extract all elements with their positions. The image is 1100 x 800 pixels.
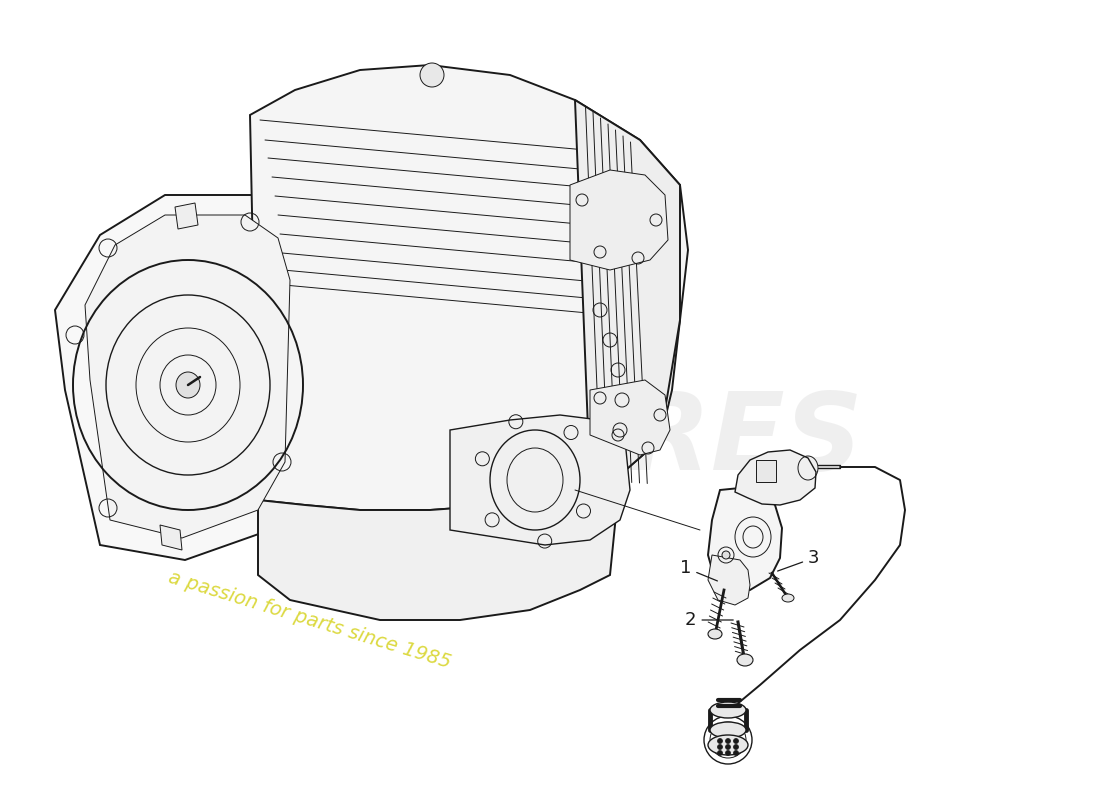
Circle shape <box>717 738 723 743</box>
Polygon shape <box>708 555 750 605</box>
Circle shape <box>726 745 730 750</box>
Ellipse shape <box>710 702 746 718</box>
Text: SPARES: SPARES <box>397 387 864 493</box>
Polygon shape <box>708 488 782 590</box>
Circle shape <box>717 750 723 755</box>
Text: 1: 1 <box>680 559 717 581</box>
Circle shape <box>726 738 730 743</box>
Ellipse shape <box>708 629 722 639</box>
Polygon shape <box>590 380 670 455</box>
Text: EUR: EUR <box>216 282 625 458</box>
Polygon shape <box>450 415 630 545</box>
Text: 2: 2 <box>685 611 734 629</box>
Polygon shape <box>55 195 310 560</box>
Ellipse shape <box>708 735 748 755</box>
Polygon shape <box>175 203 198 229</box>
Polygon shape <box>250 65 688 510</box>
Circle shape <box>734 738 738 743</box>
Circle shape <box>734 745 738 750</box>
Polygon shape <box>85 215 290 538</box>
Ellipse shape <box>176 372 200 398</box>
Text: 3: 3 <box>778 549 820 571</box>
Circle shape <box>722 551 730 559</box>
Ellipse shape <box>737 654 754 666</box>
Circle shape <box>734 750 738 755</box>
Polygon shape <box>735 450 816 505</box>
Polygon shape <box>575 100 680 480</box>
Circle shape <box>420 63 444 87</box>
Polygon shape <box>756 460 775 482</box>
Text: a passion for parts since 1985: a passion for parts since 1985 <box>166 568 453 672</box>
Ellipse shape <box>782 594 794 602</box>
Polygon shape <box>160 525 182 550</box>
Circle shape <box>726 750 730 755</box>
Ellipse shape <box>710 722 746 738</box>
Polygon shape <box>258 475 620 620</box>
Circle shape <box>717 745 723 750</box>
Polygon shape <box>570 170 668 270</box>
